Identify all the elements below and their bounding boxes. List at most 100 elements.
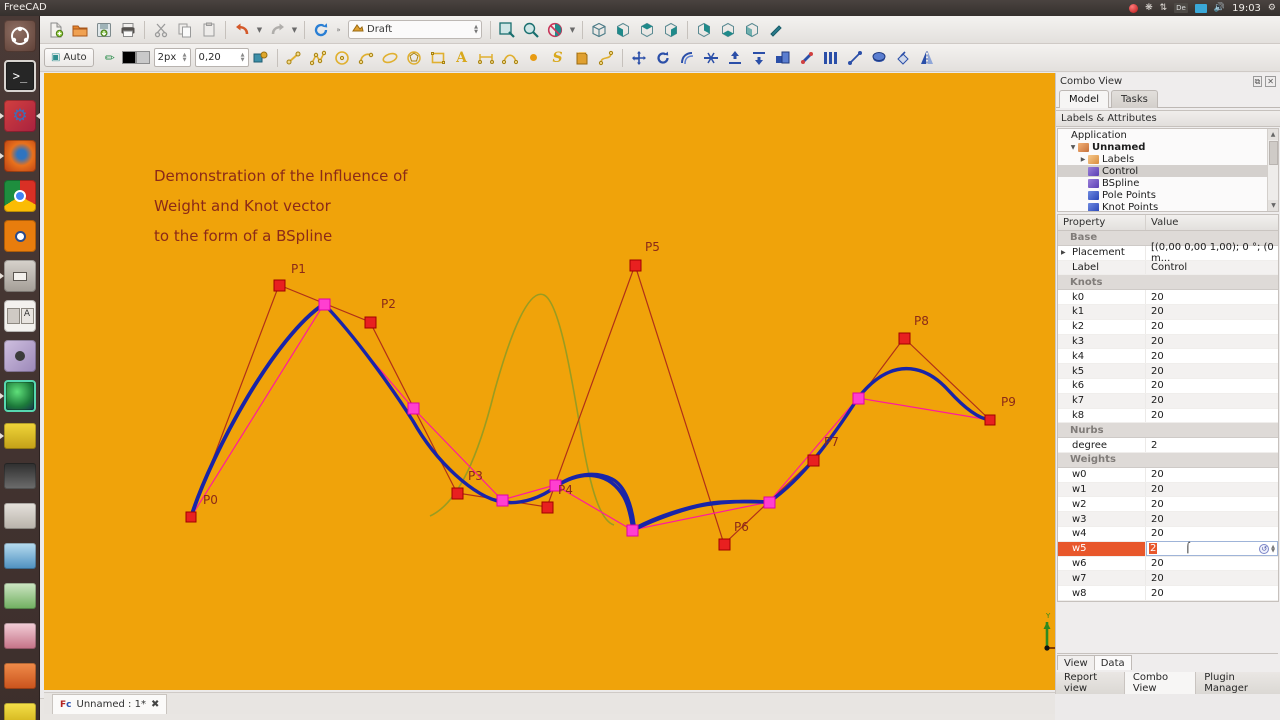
- launcher-item-app-14[interactable]: [0, 576, 40, 616]
- rear-view-icon[interactable]: [692, 18, 716, 42]
- panel-tab-report-view[interactable]: Report view: [1056, 672, 1125, 694]
- draw-style-dropdown-icon[interactable]: ▼: [569, 25, 576, 34]
- property-row-w1[interactable]: w1 20: [1058, 482, 1278, 498]
- float-panel-icon[interactable]: ⧉: [1252, 76, 1263, 87]
- draft-shape2dview-icon[interactable]: [867, 46, 891, 70]
- draft-polyline-icon[interactable]: [306, 46, 330, 70]
- launcher-item-app-17[interactable]: [0, 696, 40, 720]
- tree-item-knot-points[interactable]: Knot Points: [1058, 201, 1278, 211]
- tree-item-unnamed[interactable]: ▼ Unnamed: [1058, 141, 1278, 153]
- draft-face-color-swatch[interactable]: [135, 51, 150, 64]
- draft-text-icon[interactable]: A: [456, 49, 467, 66]
- print-icon[interactable]: [116, 18, 140, 42]
- draft-wire-to-bspline-icon[interactable]: [819, 46, 843, 70]
- property-row-degree[interactable]: degree 2: [1058, 438, 1278, 453]
- property-row-w0[interactable]: w0 20: [1058, 467, 1278, 483]
- property-value[interactable]: 20: [1151, 528, 1164, 540]
- panel-tab-combo-view[interactable]: Combo View: [1124, 672, 1197, 694]
- property-value[interactable]: 20: [1151, 395, 1164, 407]
- system-tray[interactable]: ❋ ⇅ De 🔊 19:03 ⚙: [1129, 0, 1276, 16]
- property-value[interactable]: 20: [1151, 380, 1164, 392]
- record-dot-icon[interactable]: [1129, 3, 1139, 13]
- property-value[interactable]: [(0,00 0,00 1,00); 0 °; (0 m...: [1151, 241, 1274, 264]
- property-row-k1[interactable]: k1 20: [1058, 304, 1278, 320]
- property-row-w7[interactable]: w7 20: [1058, 571, 1278, 587]
- draft-clone-icon[interactable]: [891, 46, 915, 70]
- draft-bezcurve-icon[interactable]: [594, 46, 618, 70]
- property-row-k7[interactable]: k7 20: [1058, 393, 1278, 409]
- draft-polygon-icon[interactable]: [402, 46, 426, 70]
- document-tab-unnamed[interactable]: Fc Unnamed : 1* ✖: [52, 694, 168, 714]
- property-value[interactable]: 20: [1151, 335, 1164, 347]
- launcher-item-app-10[interactable]: [0, 416, 40, 456]
- weight-value-input[interactable]: 2 ⌠ ↺ ▲ ▼: [1146, 541, 1278, 557]
- property-value[interactable]: 20: [1151, 587, 1164, 599]
- scrollbar-thumb[interactable]: [1269, 141, 1278, 165]
- draft-upgrade-icon[interactable]: [723, 46, 747, 70]
- property-value[interactable]: 20: [1151, 365, 1164, 377]
- property-value[interactable]: 20: [1151, 572, 1164, 584]
- tab-model[interactable]: Model: [1059, 90, 1110, 108]
- draft-edit-icon[interactable]: [795, 46, 819, 70]
- draft-scale-icon[interactable]: [771, 46, 795, 70]
- property-row-w4[interactable]: w4 20: [1058, 526, 1278, 542]
- paste-icon[interactable]: [197, 18, 221, 42]
- draft-rectangle-icon[interactable]: [426, 46, 450, 70]
- keyboard-layout-icon[interactable]: De: [1174, 3, 1188, 13]
- left-view-icon[interactable]: [740, 18, 764, 42]
- tree-item-bspline[interactable]: BSpline: [1058, 177, 1278, 189]
- refresh-icon[interactable]: [309, 18, 333, 42]
- property-value[interactable]: 20: [1151, 513, 1164, 525]
- copy-icon[interactable]: [173, 18, 197, 42]
- draft-add-point-icon[interactable]: [843, 46, 867, 70]
- toolbar-overflow-icon[interactable]: »: [336, 25, 341, 34]
- tree-item-labels[interactable]: ▶ Labels: [1058, 153, 1278, 165]
- property-row-w8[interactable]: w8 20: [1058, 586, 1278, 601]
- close-panel-icon[interactable]: ✕: [1265, 76, 1276, 87]
- property-row-k8[interactable]: k8 20: [1058, 408, 1278, 424]
- property-value[interactable]: 20: [1151, 469, 1164, 481]
- fit-all-icon[interactable]: [495, 18, 519, 42]
- draft-shapestring-icon[interactable]: S: [552, 49, 563, 66]
- property-value[interactable]: 20: [1151, 291, 1164, 303]
- scroll-up-icon[interactable]: ▲: [1268, 129, 1278, 140]
- tab-view[interactable]: View: [1057, 655, 1095, 670]
- workbench-dropdown-icon[interactable]: ▲ ▼: [474, 23, 478, 35]
- draft-line-width-spinner[interactable]: ▲ ▼: [182, 51, 187, 63]
- panel-tab-plugin-manager[interactable]: Plugin Manager: [1196, 672, 1280, 694]
- cut-icon[interactable]: [149, 18, 173, 42]
- property-value[interactable]: 20: [1151, 498, 1164, 510]
- launcher-item-terminal[interactable]: >_: [0, 56, 40, 96]
- draft-facebinder-icon[interactable]: [570, 46, 594, 70]
- expand-icon[interactable]: ▶: [1061, 249, 1066, 257]
- model-tree[interactable]: Application ▼ Unnamed ▶ Labels Control: [1057, 128, 1279, 212]
- bottom-view-icon[interactable]: [716, 18, 740, 42]
- launcher-item-app-15[interactable]: [0, 616, 40, 656]
- property-row-k3[interactable]: k3 20: [1058, 334, 1278, 350]
- tree-item-control[interactable]: Control: [1058, 165, 1278, 177]
- draft-move-icon[interactable]: [627, 46, 651, 70]
- property-row-w2[interactable]: w2 20: [1058, 497, 1278, 513]
- launcher-item-firefox[interactable]: [0, 136, 40, 176]
- 3d-viewport[interactable]: P0 P1 P2 P3 P4 P5 P6 P7 P8 P9 X: [44, 73, 1055, 690]
- edit-cell-controls[interactable]: ↺ ▲ ▼: [1259, 542, 1275, 555]
- power-gear-icon[interactable]: ⚙: [1267, 3, 1276, 13]
- draft-font-size-field[interactable]: 0,20 ▲ ▼: [194, 48, 249, 67]
- property-value[interactable]: 20: [1151, 557, 1164, 569]
- tab-tasks[interactable]: Tasks: [1111, 90, 1158, 108]
- property-row-k4[interactable]: k4 20: [1058, 349, 1278, 365]
- redo-dropdown-arrow-icon[interactable]: ▼: [291, 25, 298, 34]
- property-value[interactable]: 20: [1151, 483, 1164, 495]
- draft-linecolor-icon[interactable]: ✏: [104, 50, 115, 65]
- draft-apply-style-icon[interactable]: [249, 46, 273, 70]
- tree-twisty-icon[interactable]: ▼: [1070, 143, 1076, 151]
- draft-mirror-icon[interactable]: [915, 46, 939, 70]
- launcher-item-app-12[interactable]: [0, 496, 40, 536]
- draft-line-width-field[interactable]: 2px ▲ ▼: [153, 48, 191, 67]
- property-value[interactable]: 20: [1151, 321, 1164, 333]
- property-row-w6[interactable]: w6 20: [1058, 556, 1278, 572]
- property-value[interactable]: 20: [1151, 409, 1164, 421]
- axonometric-icon[interactable]: [587, 18, 611, 42]
- dropbox-icon[interactable]: ❋: [1145, 3, 1153, 13]
- property-value[interactable]: 20: [1151, 306, 1164, 318]
